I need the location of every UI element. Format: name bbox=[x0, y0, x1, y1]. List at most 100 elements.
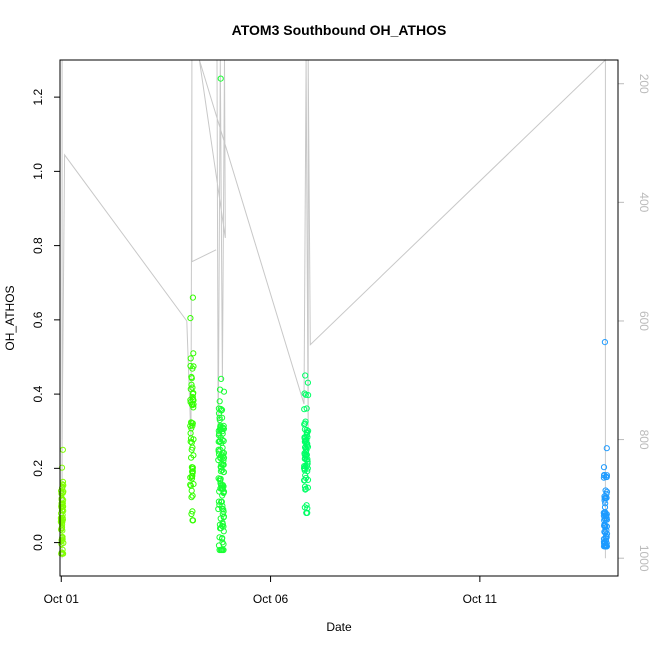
data-point bbox=[190, 397, 197, 404]
data-point bbox=[216, 546, 223, 554]
data-point bbox=[220, 457, 227, 464]
data-point bbox=[217, 525, 224, 532]
data-point bbox=[215, 448, 222, 455]
trace-lines bbox=[61, 58, 606, 559]
y-tick-label: 1.2 bbox=[31, 88, 45, 105]
data-point bbox=[603, 523, 611, 530]
axes: Oct 01 Oct 06 Oct 11 0.0 0.2 0.4 0.6 0.8 1.0 1.2 2… bbox=[31, 74, 650, 606]
y-tick-label: 0.2 bbox=[31, 460, 45, 477]
data-point bbox=[220, 489, 227, 496]
data-point bbox=[216, 521, 223, 528]
x-tick-label: Oct 11 bbox=[463, 592, 498, 606]
data-point bbox=[188, 446, 195, 453]
data-point bbox=[58, 515, 65, 522]
data-point bbox=[220, 468, 227, 476]
data-point bbox=[601, 472, 608, 479]
data-point bbox=[219, 502, 226, 510]
data-point bbox=[58, 550, 65, 557]
data-point bbox=[220, 528, 227, 535]
data-point bbox=[216, 534, 223, 541]
data-point bbox=[218, 464, 225, 471]
y-tick-label: 0.6 bbox=[31, 311, 45, 328]
data-point bbox=[187, 482, 194, 489]
data-point bbox=[58, 526, 65, 533]
data-point bbox=[217, 422, 224, 429]
data-point bbox=[218, 406, 226, 413]
data-point bbox=[188, 381, 195, 388]
data-point bbox=[303, 456, 310, 464]
right-tick-label: 600 bbox=[637, 311, 650, 331]
data-points bbox=[57, 75, 611, 557]
data-point bbox=[189, 466, 196, 473]
data-point bbox=[302, 472, 309, 479]
data-point bbox=[219, 430, 226, 437]
data-point bbox=[603, 445, 610, 452]
data-point bbox=[603, 488, 611, 495]
data-point bbox=[601, 493, 608, 500]
data-point bbox=[220, 513, 227, 520]
data-point bbox=[602, 512, 609, 520]
data-point bbox=[217, 485, 224, 492]
data-point bbox=[58, 487, 65, 495]
data-point bbox=[189, 517, 197, 524]
data-point bbox=[215, 405, 222, 412]
data-point bbox=[601, 509, 608, 516]
data-point bbox=[58, 503, 65, 511]
x-tick-label: Oct 06 bbox=[253, 592, 289, 606]
data-point bbox=[215, 451, 223, 458]
data-point bbox=[219, 467, 226, 474]
data-point bbox=[218, 375, 225, 382]
data-point bbox=[303, 405, 310, 412]
data-point bbox=[602, 487, 609, 494]
y-tick-label: 1.0 bbox=[31, 163, 45, 180]
data-point bbox=[302, 391, 309, 398]
data-point bbox=[187, 396, 194, 403]
data-point bbox=[188, 487, 195, 494]
y-tick-label: 0.4 bbox=[31, 385, 45, 402]
data-point bbox=[58, 518, 65, 525]
data-point bbox=[304, 379, 311, 386]
data-point bbox=[302, 485, 309, 492]
data-point bbox=[304, 440, 311, 447]
data-point bbox=[188, 420, 195, 427]
data-point bbox=[603, 516, 611, 523]
data-point bbox=[188, 373, 195, 381]
data-point bbox=[189, 508, 196, 515]
data-point bbox=[601, 497, 608, 504]
data-point bbox=[190, 350, 197, 357]
y-tick-label: 0.8 bbox=[31, 237, 45, 254]
data-point bbox=[219, 535, 226, 542]
data-point bbox=[189, 422, 196, 429]
data-point bbox=[304, 476, 312, 483]
data-point bbox=[216, 414, 223, 421]
data-point bbox=[301, 406, 308, 413]
data-point bbox=[303, 462, 310, 470]
data-point bbox=[188, 510, 195, 518]
right-tick-label: 200 bbox=[637, 74, 650, 94]
data-point bbox=[218, 498, 225, 505]
data-point bbox=[187, 315, 194, 322]
data-point bbox=[189, 365, 196, 372]
data-point bbox=[188, 494, 195, 501]
right-tick-label: 800 bbox=[637, 430, 650, 450]
data-point bbox=[600, 464, 608, 471]
data-point bbox=[215, 438, 222, 445]
data-point bbox=[189, 472, 196, 479]
data-point bbox=[303, 502, 310, 509]
data-point bbox=[301, 390, 308, 397]
data-point bbox=[58, 500, 65, 507]
data-point bbox=[216, 426, 224, 433]
data-point bbox=[190, 389, 197, 397]
data-point bbox=[302, 372, 309, 379]
data-point bbox=[304, 442, 311, 449]
data-point bbox=[59, 446, 67, 453]
data-point bbox=[189, 294, 196, 301]
right-tick-label: 400 bbox=[637, 192, 650, 212]
data-point bbox=[217, 75, 224, 82]
data-point bbox=[60, 539, 67, 547]
data-point bbox=[188, 454, 195, 461]
data-point bbox=[303, 509, 310, 517]
data-point bbox=[601, 528, 608, 536]
data-point bbox=[58, 536, 65, 544]
